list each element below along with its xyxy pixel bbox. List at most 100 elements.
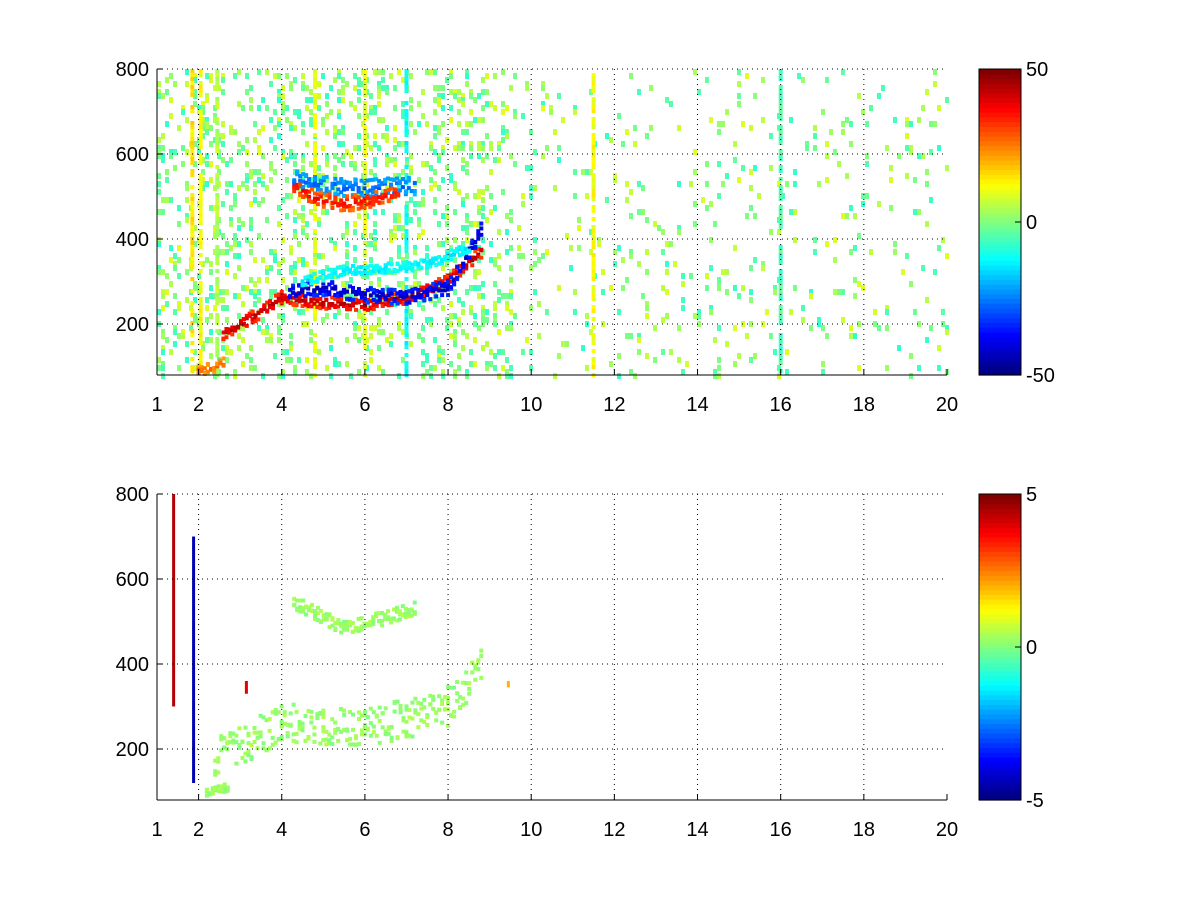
- noise-cell: [381, 189, 385, 195]
- noise-cell: [337, 129, 341, 135]
- noise-cell: [445, 261, 449, 267]
- noise-cell: [473, 193, 477, 199]
- noise-cell: [161, 209, 165, 215]
- upper-arc-bottom-cell: [371, 195, 376, 200]
- noise-cell: [341, 281, 345, 287]
- lower-band-blue-cell: [356, 291, 361, 296]
- noise-cell: [637, 209, 641, 215]
- lower-band-red-cell: [285, 295, 290, 300]
- noise-cell: [529, 129, 533, 135]
- noise-cell: [253, 169, 257, 175]
- noise-cell: [817, 181, 821, 187]
- band-cell: [591, 229, 596, 233]
- lower-band-cell: [446, 700, 451, 705]
- noise-cell: [369, 357, 373, 363]
- lower-band-red-cell: [297, 299, 302, 304]
- base-streak-cell: [216, 789, 221, 794]
- noise-cell: [765, 309, 769, 315]
- upper-arc-bottom-cell: [347, 204, 352, 209]
- noise-cell: [489, 169, 493, 175]
- noise-cell: [345, 269, 349, 275]
- lower-band-red-cell: [371, 307, 376, 312]
- band-cell: [313, 245, 317, 249]
- band-cell: [591, 349, 596, 353]
- lower-band-blue-cell: [291, 290, 296, 295]
- lower-band-cell: [353, 742, 358, 747]
- band-cell: [215, 261, 220, 265]
- noise-cell: [501, 137, 505, 143]
- lower-band-cell: [234, 761, 239, 766]
- noise-cell: [473, 337, 477, 343]
- y-tick-label: 200: [116, 314, 149, 336]
- noise-cell: [909, 145, 913, 151]
- colorbar-swatch: [979, 169, 1021, 175]
- noise-cell: [529, 165, 533, 171]
- colorbar-swatch: [979, 140, 1021, 147]
- noise-cell: [737, 177, 741, 183]
- noise-cell: [493, 353, 497, 359]
- noise-cell: [885, 325, 889, 331]
- base-streak-cell: [225, 788, 230, 793]
- upper-arc-bottom-cell: [356, 201, 361, 206]
- upper-arc-cell: [301, 609, 306, 614]
- band-cell: [198, 297, 203, 301]
- noise-cell: [917, 117, 921, 123]
- noise-cell: [505, 373, 509, 379]
- noise-cell: [745, 213, 749, 219]
- upper-arc-bottom-cell: [318, 194, 323, 199]
- noise-cell: [697, 89, 701, 95]
- lower-band-red-cell: [224, 326, 229, 331]
- noise-cell: [365, 213, 369, 219]
- upper-arc-bottom-cell: [356, 206, 361, 211]
- noise-cell: [497, 373, 501, 379]
- noise-cell: [905, 173, 909, 179]
- band-cell: [591, 361, 596, 365]
- noise-cell: [185, 185, 189, 191]
- noise-cell: [529, 365, 533, 371]
- lower-band-cell: [234, 733, 239, 738]
- noise-cell: [589, 229, 593, 235]
- noise-cell: [385, 157, 389, 163]
- noise-cell: [409, 165, 413, 171]
- noise-cell: [433, 209, 437, 215]
- noise-cell: [533, 289, 537, 295]
- lower-band-cell: [225, 740, 230, 745]
- lower-band-blue-cell: [473, 239, 478, 244]
- noise-cell: [357, 89, 361, 95]
- noise-cell: [325, 365, 329, 371]
- colorbar-swatch: [979, 522, 1021, 529]
- noise-cell: [349, 277, 353, 283]
- noise-cell: [373, 325, 377, 331]
- noise-cell: [709, 265, 713, 271]
- lower-band-cyan-cell: [336, 265, 341, 270]
- upper-arc-top-cell: [400, 185, 405, 190]
- noise-cell: [341, 97, 345, 103]
- noise-cell: [157, 365, 161, 371]
- upper-arc-top-cell: [371, 185, 376, 190]
- lower-band-red-cell: [300, 293, 305, 298]
- upper-arc-cell: [392, 617, 396, 622]
- noise-cell: [209, 73, 213, 79]
- lower-band-cyan-cell: [359, 270, 364, 275]
- lower-band-cell: [410, 734, 415, 739]
- noise-cell: [273, 257, 277, 263]
- band-cell: [591, 217, 596, 221]
- noise-cell: [821, 369, 825, 375]
- noise-cell: [873, 309, 877, 315]
- noise-cell: [441, 357, 445, 363]
- noise-cell: [505, 213, 509, 219]
- noise-cell: [393, 145, 397, 151]
- lower-band-cyan-cell: [410, 268, 415, 273]
- lower-band-red-cell: [452, 268, 457, 273]
- noise-cell: [869, 249, 873, 255]
- noise-cell: [257, 129, 261, 135]
- band-cell: [313, 113, 317, 117]
- noise-cell: [629, 213, 633, 219]
- noise-cell: [713, 221, 717, 227]
- noise-cell: [485, 217, 489, 223]
- band-cell: [591, 293, 596, 297]
- lower-band-blue-cell: [318, 287, 323, 292]
- noise-cell: [429, 373, 433, 379]
- band-cell: [190, 205, 195, 209]
- noise-cell: [201, 117, 205, 123]
